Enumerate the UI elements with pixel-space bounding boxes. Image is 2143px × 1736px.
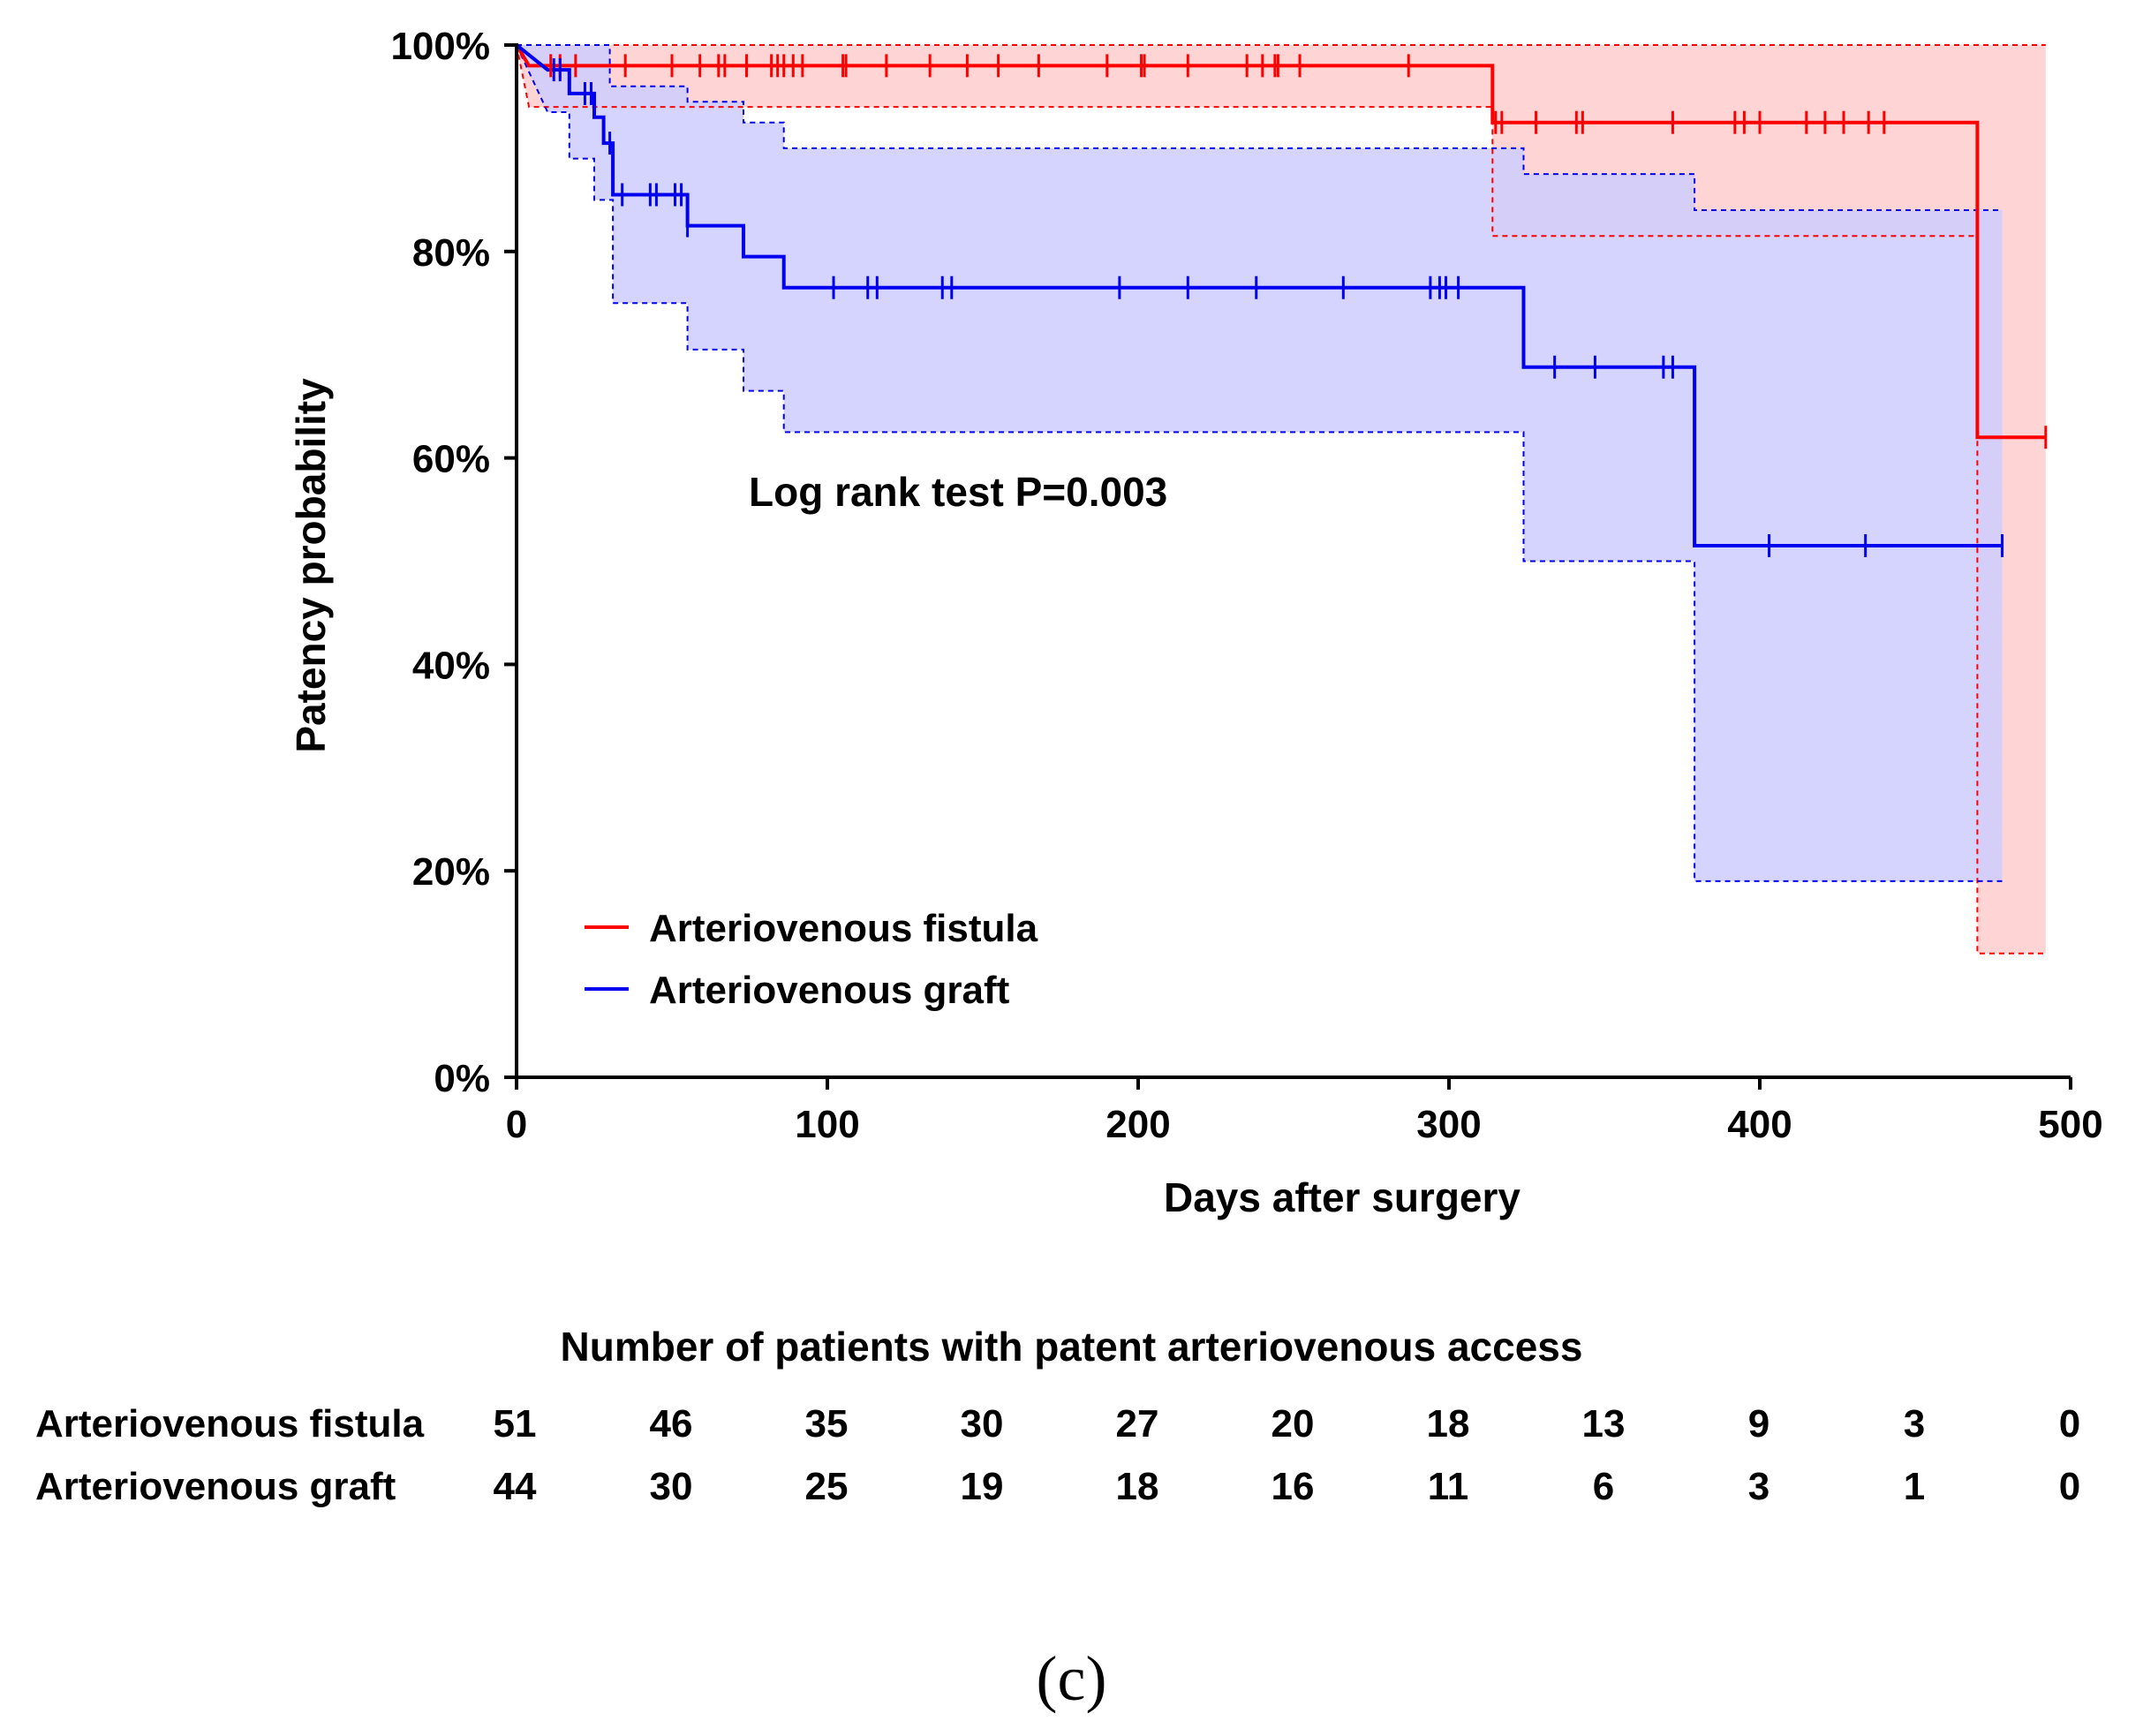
y-tick-label: 80% — [412, 231, 490, 275]
ci-upper-graft — [517, 44, 2003, 211]
risk-cell-fistula: 13 — [1581, 1402, 1626, 1445]
legend-label-graft: Arteriovenous graft — [649, 969, 1010, 1012]
ci-lower-graft — [516, 44, 2003, 882]
risk-cell-graft: 0 — [2058, 1465, 2081, 1508]
legend-label-fistula: Arteriovenous fistula — [649, 907, 1038, 950]
confidence-bands — [517, 45, 2046, 954]
risk-cell-fistula: 27 — [1115, 1402, 1159, 1445]
survival-curves — [515, 43, 2046, 547]
risk-cell-graft: 19 — [960, 1465, 1004, 1508]
x-tick-label: 100 — [795, 1103, 859, 1146]
risk-cell-fistula: 18 — [1426, 1402, 1470, 1445]
log-rank-annotation: Log rank test P=0.003 — [749, 469, 1167, 515]
confidence-limit-lines — [516, 44, 2046, 955]
tick-labels: 0% 20% 40% 60% 80% 100% 0 100 200 300 400 500 — [390, 25, 2102, 1146]
panel-label: (c) — [1036, 1643, 1107, 1714]
ci-band-fistula — [517, 45, 2046, 954]
ci-band-graft — [517, 45, 2003, 881]
risk-row-label-graft: Arteriovenous graft — [35, 1465, 396, 1508]
risk-cell-fistula: 9 — [1747, 1402, 1770, 1445]
y-tick-label: 40% — [412, 644, 490, 687]
risk-cell-fistula: 51 — [493, 1402, 537, 1445]
risk-cell-graft: 30 — [649, 1465, 693, 1508]
risk-cell-fistula: 46 — [649, 1402, 693, 1445]
x-tick-label: 300 — [1416, 1103, 1481, 1146]
km-chart: 0% 20% 40% 60% 80% 100% 0 100 200 300 400 500 Days … — [288, 25, 2103, 1220]
x-tick-label: 500 — [2038, 1103, 2102, 1146]
y-tick-label: 100% — [390, 25, 490, 68]
risk-cell-fistula: 35 — [804, 1402, 849, 1445]
risk-cell-fistula: 30 — [960, 1402, 1004, 1445]
risk-cell-graft: 1 — [1903, 1465, 1926, 1508]
risk-cell-graft: 44 — [493, 1465, 537, 1508]
y-tick-label: 0% — [434, 1057, 490, 1100]
risk-cell-fistula: 20 — [1271, 1402, 1315, 1445]
risk-cell-graft: 3 — [1747, 1465, 1770, 1508]
y-tick-label: 60% — [412, 438, 490, 481]
legend: Arteriovenous fistula Arteriovenous graf… — [585, 907, 1038, 1012]
x-tick-label: 200 — [1105, 1103, 1170, 1146]
censor-marks — [549, 54, 2048, 557]
risk-row-label-fistula: Arteriovenous fistula — [35, 1402, 425, 1445]
risk-table-title: Number of patients with patent arteriove… — [560, 1324, 1583, 1370]
risk-cell-graft: 11 — [1427, 1465, 1469, 1508]
x-tick-label: 400 — [1727, 1103, 1792, 1146]
risk-cell-graft: 25 — [804, 1465, 849, 1508]
risk-cell-fistula: 3 — [1903, 1402, 1926, 1445]
survival-curve-graft — [515, 43, 2003, 547]
risk-cell-graft: 16 — [1271, 1465, 1315, 1508]
survival-curve-fistula — [515, 43, 2046, 440]
axes — [504, 43, 2072, 1090]
ci-lower-fistula — [516, 44, 2046, 955]
risk-cell-fistula: 0 — [2058, 1402, 2081, 1445]
x-tick-label: 0 — [506, 1103, 527, 1146]
risk-cell-graft: 18 — [1115, 1465, 1159, 1508]
y-tick-label: 20% — [412, 850, 490, 894]
y-axis-label: Patency probability — [288, 378, 334, 753]
risk-cell-graft: 6 — [1592, 1465, 1615, 1508]
x-axis-label: Days after surgery — [1164, 1174, 1520, 1220]
